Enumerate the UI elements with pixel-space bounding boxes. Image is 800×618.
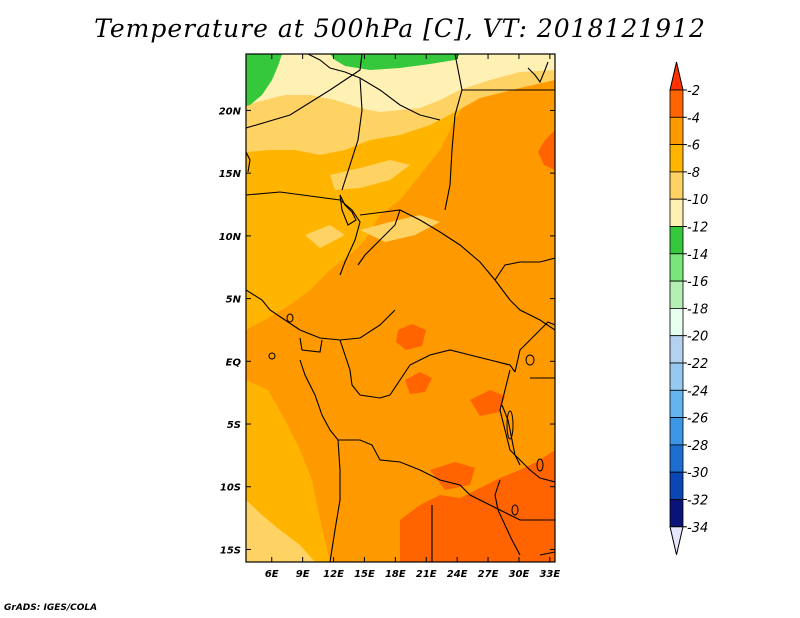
temperature-field — [246, 54, 555, 562]
lat-tick-label: 20N — [219, 106, 242, 117]
colorbar-label: -8 — [687, 166, 700, 181]
colorbar-swatch — [669, 471, 684, 500]
colorbar-swatch — [669, 253, 684, 282]
colorbar-swatch — [669, 89, 684, 118]
colorbar-swatch — [669, 444, 684, 473]
colorbar-label: -34 — [687, 521, 708, 536]
colorbar-label: -16 — [687, 275, 708, 290]
colorbar-label: -12 — [687, 221, 708, 236]
colorbar-label: -22 — [687, 357, 708, 372]
lat-axis: 20N 15N 10N 5N EQ 5S 10S 15S — [219, 106, 555, 556]
colorbar-swatch — [669, 362, 684, 391]
grads-credit: GrADS: IGES/COLA — [4, 603, 98, 613]
lon-tick-label: 18E — [385, 569, 406, 580]
colorbar-label: -10 — [687, 193, 708, 208]
lon-tick-label: 15E — [354, 569, 375, 580]
lat-tick-label: EQ — [226, 357, 242, 368]
field-streak-1 — [330, 160, 410, 190]
colorbar-label: -32 — [687, 494, 708, 509]
colorbar-swatch — [669, 198, 684, 227]
colorbar-swatch — [669, 116, 684, 146]
colorbar-over-arrow — [669, 61, 684, 91]
colorbar-label: -14 — [687, 248, 708, 263]
field-hotspot-south-1 — [400, 450, 555, 562]
colorbar-swatch — [669, 417, 684, 446]
lat-tick-label: 10N — [219, 232, 242, 243]
chart-title: Temperature at 500hPa [C], VT: 201812191… — [94, 14, 706, 43]
lon-tick-label: 27E — [478, 569, 499, 580]
lon-tick-label: 33E — [539, 569, 560, 580]
plot-frame — [245, 53, 556, 563]
colorbar-label: -28 — [687, 439, 708, 454]
lon-tick-label: 9E — [296, 569, 310, 580]
colorbar-swatch — [669, 144, 684, 173]
field-southwest-light — [246, 500, 315, 562]
lon-axis: 6E 9E 12E 15E 18E 21E 24E 27E 30E 33E — [265, 54, 560, 580]
field-hotspot-east — [538, 130, 555, 170]
colorbar-label: -24 — [687, 384, 708, 399]
lat-tick-label: 15S — [220, 545, 241, 556]
field-streak-3 — [305, 225, 345, 248]
lon-tick-label: 21E — [416, 569, 437, 580]
colorbar-under-arrow — [669, 526, 684, 555]
field-hotspot-center — [405, 372, 432, 394]
colorbar-label: -26 — [687, 412, 708, 427]
field-hotspot-south-2 — [430, 462, 475, 490]
field-hotspot-south-3 — [470, 390, 505, 416]
field-region-minus10 — [246, 54, 555, 112]
colorbar-swatch — [669, 499, 684, 528]
lon-tick-label: 30E — [509, 569, 530, 580]
lon-tick-label: 12E — [323, 569, 344, 580]
lon-tick-label: 6E — [265, 569, 279, 580]
field-region-minus4-east — [360, 90, 555, 290]
lake-outlines — [268, 313, 544, 516]
colorbar-swatch — [669, 307, 684, 337]
colorbar-swatch — [669, 280, 684, 309]
colorbar-label: -30 — [687, 466, 708, 481]
country-borders — [246, 54, 555, 562]
colorbar-swatch — [669, 226, 684, 255]
field-hotspot-congo — [396, 324, 426, 350]
colorbar-swatch — [669, 335, 684, 364]
lon-tick-label: 24E — [447, 569, 468, 580]
colorbar-label: -4 — [687, 111, 700, 126]
field-green-strip — [330, 54, 460, 70]
field-streak-2 — [360, 215, 440, 242]
colorbar-label: -2 — [687, 84, 700, 99]
lat-tick-label: 10S — [220, 483, 241, 494]
colorbar-label: -20 — [687, 330, 708, 345]
colorbar-label: -18 — [687, 302, 708, 317]
field-western-coast — [246, 380, 330, 562]
lat-tick-label: 5S — [227, 420, 241, 431]
lat-tick-label: 5N — [226, 295, 242, 306]
lat-tick-label: 15N — [219, 169, 242, 180]
field-region-minus12 — [246, 54, 282, 106]
colorbar-swatch — [669, 171, 684, 200]
colorbar-label: -6 — [687, 139, 700, 154]
colorbar-swatch — [669, 389, 684, 418]
